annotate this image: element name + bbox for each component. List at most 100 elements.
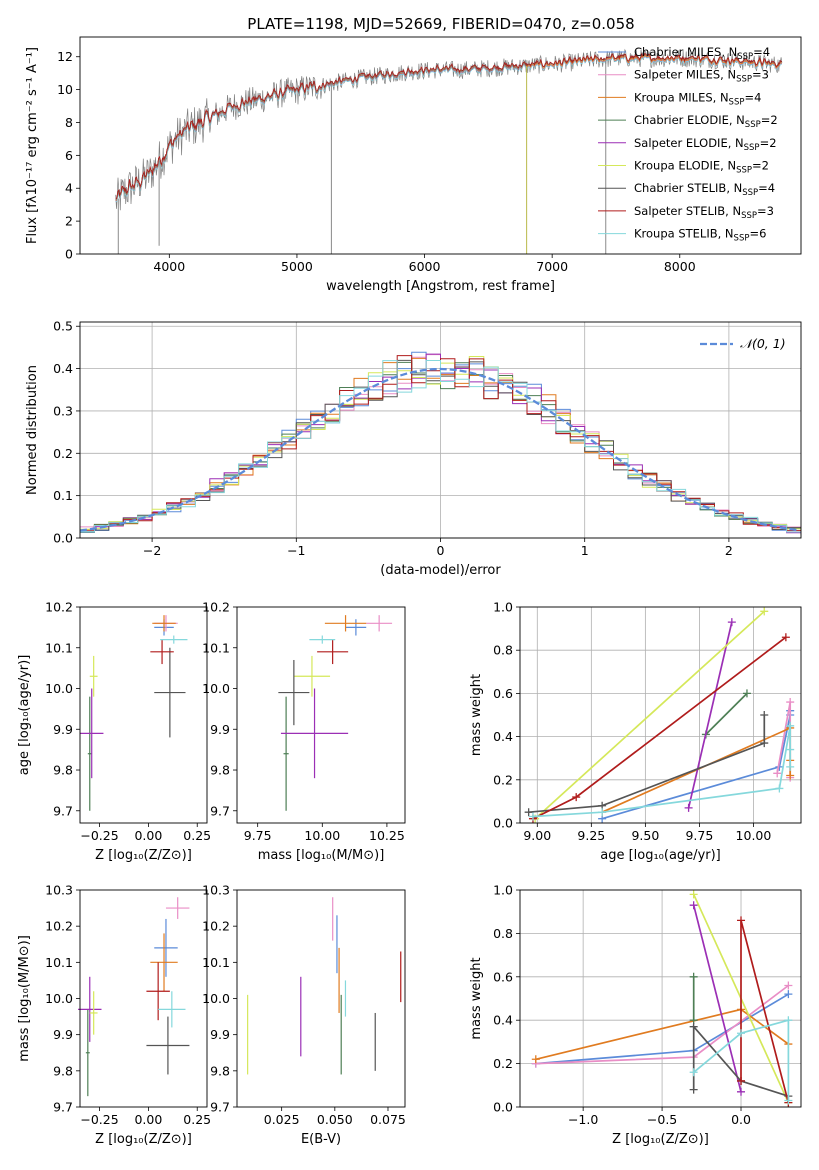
x-tick-label: 0.25 <box>183 828 211 843</box>
y-tick-label: 0.4 <box>493 1013 513 1028</box>
y-axis-label: mass weight <box>469 674 484 756</box>
y-tick-label: 10.0 <box>202 991 230 1006</box>
y-tick-label: 10.1 <box>202 640 230 655</box>
panel-z-massweight: −1.0 −0.5 0.0 0.0 0.2 0.4 0.6 0.8 1.0 Z [log₁₀(Z/… <box>469 883 802 1147</box>
figure-title: PLATE=1198, MJD=52669, FIBERID=0470, z=0… <box>247 15 634 33</box>
x-tick-label: 2 <box>725 543 733 558</box>
x-tick-label: 8000 <box>664 259 696 274</box>
x-tick-label: −2 <box>143 543 161 558</box>
y-tick-label: 0 <box>65 247 73 262</box>
x-axis-label: wavelength [Angstrom, rest frame] <box>326 279 555 294</box>
y-tick-label: 9.7 <box>210 1100 230 1115</box>
plus-marker <box>727 618 736 627</box>
y-axis-label: age [log₁₀(age/yr)] <box>17 655 32 776</box>
plus-marker <box>784 1096 793 1105</box>
plot-area-z-massweight <box>531 890 793 1107</box>
x-tick-label: −0.5 <box>647 1112 677 1127</box>
series-line <box>532 725 792 818</box>
plus-marker <box>689 890 698 899</box>
plus-marker <box>689 1022 698 1031</box>
x-tick-label: 10.25 <box>369 828 405 843</box>
y-tick-label: 10.0 <box>202 681 230 696</box>
x-tick-label: 0.0 <box>731 1112 751 1127</box>
y-tick-label: 10.2 <box>202 919 230 934</box>
axes-frame <box>79 36 802 255</box>
plot-area-z-age <box>80 615 188 811</box>
y-tick-label: 10.2 <box>202 600 230 615</box>
y-tick-label: 0.0 <box>493 816 513 831</box>
series-line <box>705 692 748 736</box>
plus-marker <box>786 771 795 780</box>
plus-marker <box>572 793 581 802</box>
y-tick-label: 12 <box>57 49 73 64</box>
axes-frame <box>236 889 406 1108</box>
x-axis-label: E(B-V) <box>301 1132 341 1147</box>
panel-spectrum: 4000 5000 6000 7000 8000 0 2 4 6 8 10 12 wavelength … <box>25 36 802 294</box>
y-tick-label: 0.2 <box>493 1056 513 1071</box>
y-axis-label: Normed distribution <box>25 365 40 495</box>
x-tick-label: 6000 <box>409 259 441 274</box>
legend-label: Kroupa MILES, NSSP=4 <box>634 90 761 107</box>
legend-label: Chabrier ELODIE, NSSP=2 <box>634 113 778 130</box>
plus-marker <box>742 689 751 698</box>
series-line <box>687 621 733 809</box>
y-axis-label: mass [log₁₀(M/M⊙)] <box>17 935 32 1062</box>
x-tick-label: 9.75 <box>244 828 272 843</box>
legend-label: Salpeter STELIB, NSSP=3 <box>634 204 774 221</box>
y-tick-label: 0.4 <box>493 729 513 744</box>
plus-marker <box>737 1029 746 1038</box>
y-tick-label: 0.8 <box>493 926 513 941</box>
plus-marker <box>528 812 537 821</box>
plot-area-mass-age <box>278 615 393 811</box>
axes-frame <box>236 606 406 824</box>
x-tick-label: −0.25 <box>80 1112 118 1127</box>
panel-ebv-mass: 0.025 0.050 0.075 9.7 9.8 9.9 10.0 10.1 10.2 10.3… <box>202 883 406 1148</box>
panel-residuals: −2 −1 0 1 2 0.0 0.1 0.2 0.3 0.4 0.5 (data-model)/er… <box>25 319 802 578</box>
x-tick-label: 0.00 <box>134 1112 162 1127</box>
y-tick-label: 10.2 <box>45 600 73 615</box>
y-tick-label: 10.1 <box>45 640 73 655</box>
y-tick-label: 0.1 <box>53 488 73 503</box>
y-tick-label: 9.7 <box>210 803 230 818</box>
series-line <box>528 715 766 814</box>
series-line <box>692 904 742 1093</box>
plus-marker <box>786 762 795 771</box>
x-tick-label: 0.075 <box>370 1112 406 1127</box>
x-tick-label: 0 <box>437 543 445 558</box>
y-tick-label: 2 <box>65 214 73 229</box>
y-tick-label: 9.9 <box>53 1027 73 1042</box>
plus-marker <box>784 990 793 999</box>
plus-marker <box>689 1085 698 1094</box>
y-tick-label: 9.9 <box>210 722 230 737</box>
x-axis-label: (data-model)/error <box>380 563 501 578</box>
plus-marker <box>775 784 784 793</box>
y-tick-label: 0.2 <box>53 446 73 461</box>
y-tick-label: 1.0 <box>493 600 513 615</box>
y-tick-label: 9.8 <box>210 763 230 778</box>
plus-marker <box>786 721 795 730</box>
y-tick-label: 9.9 <box>53 722 73 737</box>
x-tick-label: 7000 <box>536 259 568 274</box>
y-tick-label: 10.1 <box>202 955 230 970</box>
legend-label: Salpeter ELODIE, NSSP=2 <box>634 136 777 153</box>
y-tick-label: 6 <box>65 148 73 163</box>
plot-area-ebv-mass <box>247 897 402 1075</box>
y-tick-label: 10 <box>57 82 73 97</box>
plus-marker <box>598 808 607 817</box>
y-tick-label: 9.8 <box>210 1063 230 1078</box>
y-tick-label: 10.3 <box>202 883 230 898</box>
x-tick-label: 1 <box>581 543 589 558</box>
plus-marker <box>760 607 769 616</box>
y-tick-label: 9.7 <box>53 1100 73 1115</box>
x-tick-label: 9.50 <box>631 828 659 843</box>
series-line <box>693 1019 790 1101</box>
plus-marker <box>786 698 795 707</box>
y-tick-label: 8 <box>65 115 73 130</box>
y-tick-label: 9.7 <box>53 803 73 818</box>
model-line <box>115 52 782 200</box>
y-tick-label: 9.9 <box>210 1027 230 1042</box>
y-tick-label: 1.0 <box>493 883 513 898</box>
y-tick-label: 10.0 <box>45 681 73 696</box>
plus-marker <box>689 972 698 981</box>
legend-label: Chabrier MILES, NSSP=4 <box>634 45 770 62</box>
